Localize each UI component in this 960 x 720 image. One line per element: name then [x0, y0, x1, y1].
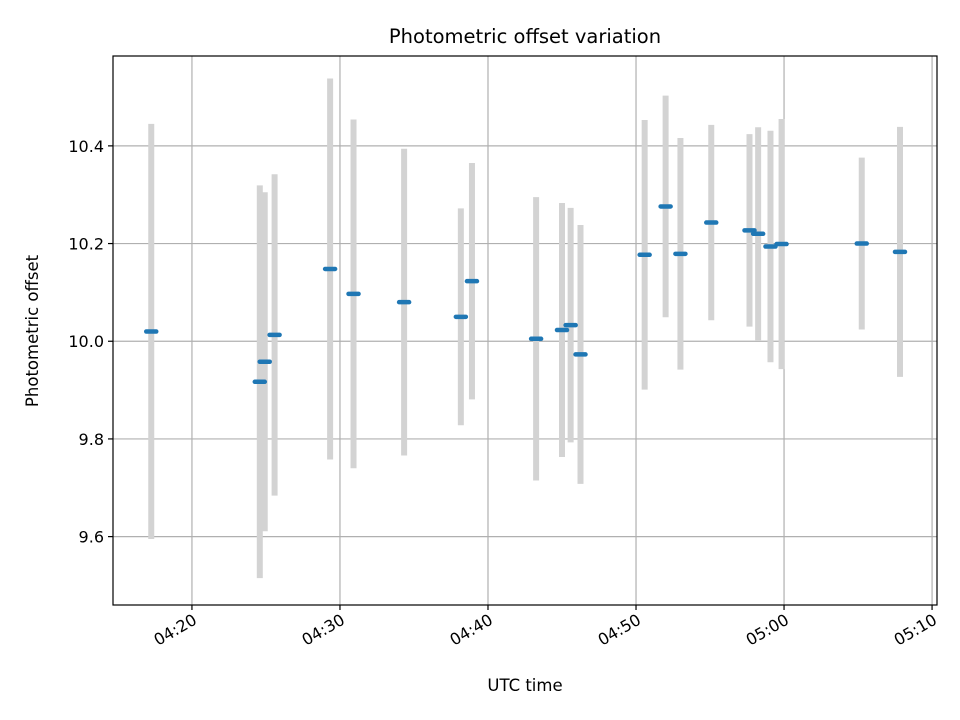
chart-title: Photometric offset variation [389, 25, 661, 48]
y-tick-label: 9.8 [79, 430, 104, 449]
x-axis-label: UTC time [487, 676, 562, 695]
y-tick-label: 10.4 [68, 137, 104, 156]
y-tick-label: 10.2 [68, 235, 104, 254]
y-tick-label: 9.6 [79, 528, 104, 547]
y-axis-label: Photometric offset [23, 254, 42, 407]
data-points [143, 204, 908, 385]
plot-frame [112, 55, 938, 606]
y-tick-label: 10.0 [68, 332, 104, 351]
